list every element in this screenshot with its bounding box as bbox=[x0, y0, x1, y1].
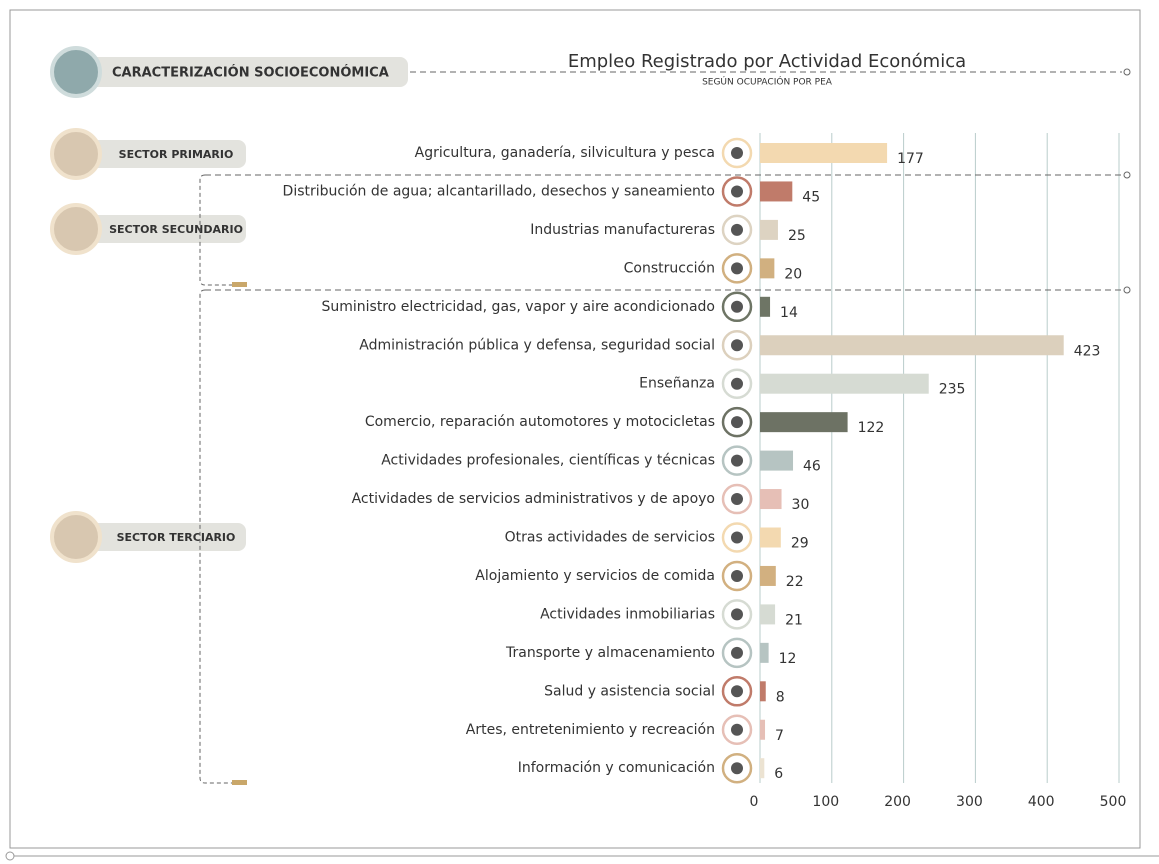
value-label: 122 bbox=[858, 420, 885, 436]
dot bbox=[1123, 171, 1131, 179]
category-label: Suministro electricidad, gas, vapor y ai… bbox=[321, 299, 715, 315]
x-tick-label: 200 bbox=[884, 794, 911, 810]
bar bbox=[760, 296, 771, 317]
category-icon-core bbox=[731, 262, 743, 275]
category-label: Actividades inmobiliarias bbox=[540, 606, 715, 622]
category-label: Otras actividades de servicios bbox=[505, 530, 715, 546]
category-icon-core bbox=[731, 723, 743, 736]
value-label: 6 bbox=[774, 766, 783, 782]
value-label: 8 bbox=[776, 689, 785, 705]
category-icon-core bbox=[731, 531, 743, 544]
sector-icon bbox=[50, 128, 102, 180]
category-icon-core bbox=[731, 454, 743, 467]
dot bbox=[1123, 286, 1131, 294]
value-label: 20 bbox=[784, 266, 802, 282]
category-icon-core bbox=[731, 147, 743, 159]
bar bbox=[760, 604, 776, 625]
category-label: Comercio, reparación automotores y motoc… bbox=[365, 414, 715, 430]
frame bbox=[9, 9, 1141, 849]
bar bbox=[760, 335, 1064, 356]
bar bbox=[760, 373, 929, 394]
value-label: 235 bbox=[939, 382, 966, 398]
bar bbox=[760, 719, 766, 740]
category-icon-core bbox=[731, 416, 743, 429]
category-label: Artes, entretenimiento y recreación bbox=[466, 722, 715, 738]
header-pill bbox=[58, 57, 408, 87]
value-label: 423 bbox=[1074, 343, 1101, 359]
category-label: Industrias manufactureras bbox=[530, 222, 715, 238]
category-icon-core bbox=[731, 646, 743, 659]
x-tick-label: 100 bbox=[812, 794, 839, 810]
bar bbox=[760, 758, 765, 779]
category-icon-core bbox=[731, 493, 743, 506]
bar bbox=[760, 489, 782, 510]
x-tick-label: 300 bbox=[956, 794, 983, 810]
category-label: Administración pública y defensa, seguri… bbox=[359, 337, 715, 353]
bar bbox=[760, 681, 766, 702]
value-label: 14 bbox=[780, 305, 798, 321]
category-label: Información y comunicación bbox=[518, 760, 715, 776]
category-label: Agricultura, ganadería, silvicultura y p… bbox=[415, 145, 715, 161]
category-icon-core bbox=[731, 762, 743, 775]
category-label: Salud y asistencia social bbox=[544, 683, 715, 699]
sector-icon bbox=[50, 203, 102, 255]
category-icon-core bbox=[731, 300, 743, 313]
value-label: 21 bbox=[785, 612, 803, 628]
value-label: 45 bbox=[802, 189, 820, 205]
bar bbox=[760, 450, 794, 471]
category-label: Actividades de servicios administrativos… bbox=[352, 491, 715, 507]
dot bbox=[1123, 68, 1131, 76]
category-icon-core bbox=[731, 685, 743, 698]
bar bbox=[760, 181, 793, 202]
bar bbox=[760, 412, 848, 433]
category-label: Enseñanza bbox=[639, 376, 715, 392]
bar bbox=[760, 143, 888, 163]
bracket-end bbox=[232, 780, 247, 785]
value-label: 25 bbox=[788, 228, 806, 244]
value-label: 7 bbox=[775, 728, 784, 744]
category-label: Transporte y almacenamiento bbox=[505, 645, 715, 661]
bar bbox=[760, 258, 775, 279]
category-label: Alojamiento y servicios de comida bbox=[475, 568, 715, 584]
chart-title: Empleo Registrado por Actividad Económic… bbox=[568, 51, 966, 72]
bar bbox=[760, 565, 776, 586]
sector-label: SECTOR TERCIARIO bbox=[117, 531, 236, 544]
header: CARACTERIZACIÓN SOCIOECONÓMICA bbox=[112, 65, 389, 81]
sector-label: SECTOR SECUNDARIO bbox=[109, 223, 243, 236]
value-label: 22 bbox=[786, 574, 804, 590]
x-tick-label: 0 bbox=[750, 794, 759, 810]
category-label: Construcción bbox=[624, 260, 715, 276]
value-label: 177 bbox=[897, 151, 924, 167]
bar bbox=[760, 527, 781, 548]
bracket-end bbox=[232, 282, 247, 287]
chart-subtitle: SEGÚN OCUPACIÓN POR PEA bbox=[702, 76, 833, 88]
category-icon-core bbox=[731, 608, 743, 621]
category-icon-core bbox=[731, 339, 743, 352]
value-label: 30 bbox=[792, 497, 810, 513]
x-tick-label: 400 bbox=[1028, 794, 1055, 810]
category-label: Actividades profesionales, científicas y… bbox=[381, 453, 715, 469]
value-label: 46 bbox=[803, 459, 821, 475]
category-icon-core bbox=[731, 223, 743, 236]
sector-pill bbox=[78, 140, 246, 168]
bar bbox=[760, 642, 769, 663]
header-icon bbox=[50, 46, 102, 98]
category-icon-core bbox=[731, 569, 743, 582]
value-label: 29 bbox=[791, 536, 809, 552]
category-icon-core bbox=[731, 185, 743, 198]
dot bbox=[5, 851, 15, 861]
category-label: Distribución de agua; alcantarillado, de… bbox=[283, 183, 715, 199]
x-tick-label: 500 bbox=[1100, 794, 1127, 810]
bar bbox=[760, 219, 778, 240]
category-icon-core bbox=[731, 377, 743, 390]
value-label: 12 bbox=[779, 651, 797, 667]
bracket bbox=[199, 174, 232, 286]
bracket bbox=[199, 289, 232, 784]
sector-pill bbox=[78, 215, 246, 243]
sector-icon bbox=[50, 511, 102, 563]
sector-label: SECTOR PRIMARIO bbox=[119, 148, 234, 161]
sector-pill bbox=[78, 523, 246, 551]
